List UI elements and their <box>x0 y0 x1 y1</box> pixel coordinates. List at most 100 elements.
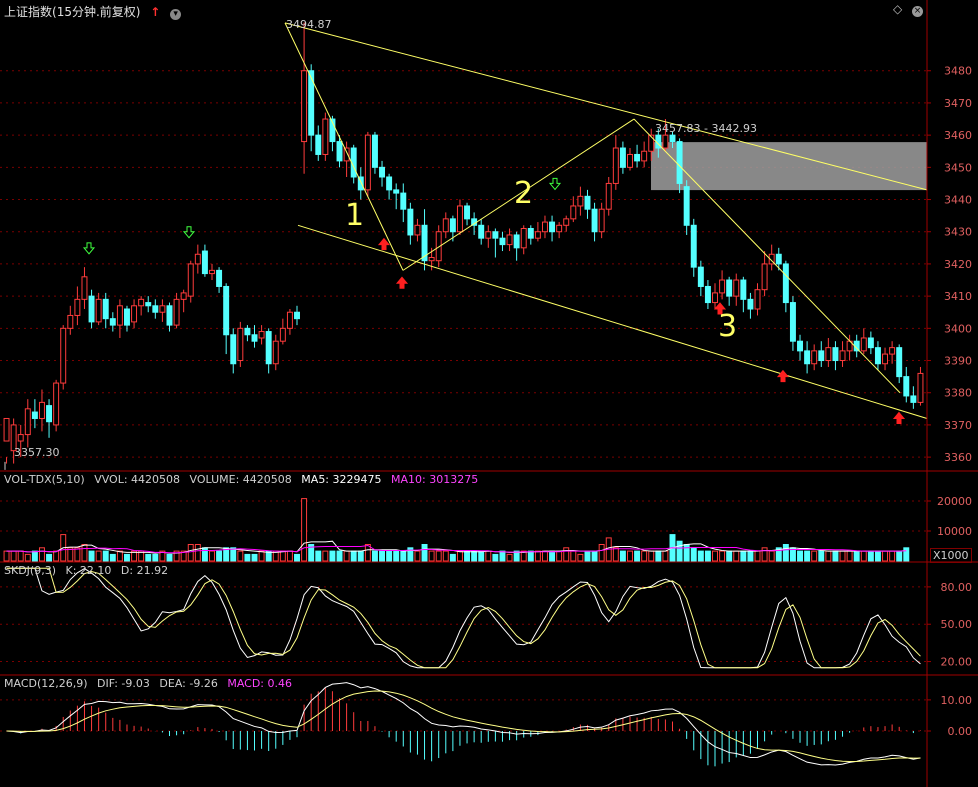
candle-body <box>371 134 378 168</box>
candle-body <box>761 263 768 291</box>
candle-body <box>194 253 201 265</box>
candle-body <box>428 256 435 262</box>
candle-body <box>825 347 832 362</box>
volume-bar <box>201 547 208 562</box>
volume-indicator-name: VOL-TDX(5,10) <box>4 473 85 486</box>
low-price-label: 3357.30 <box>14 446 60 459</box>
candle-body <box>570 205 577 220</box>
candle-body <box>393 189 400 194</box>
volume-bar <box>648 550 655 562</box>
candle-body <box>797 340 803 352</box>
volume-bar <box>832 550 839 562</box>
y-tick-label: 10.00 <box>941 694 973 707</box>
y-tick-label: 3370 <box>944 419 972 432</box>
red-up-arrow-icon[interactable]: ↑ <box>150 5 161 19</box>
volume-bar <box>818 550 825 562</box>
volume-bar <box>839 550 846 562</box>
volume-header: VOL-TDX(5,10) VVOL: 4420508 VOLUME: 4420… <box>4 473 484 486</box>
candle-body <box>124 308 130 326</box>
candle-body <box>712 292 718 304</box>
volume-bar <box>152 553 159 562</box>
volume-bar <box>712 550 718 562</box>
candle-body <box>917 372 924 403</box>
candle-body <box>81 276 88 300</box>
volume-bar <box>534 550 541 562</box>
vvol-value: VVOL: 4420508 <box>94 473 181 486</box>
volume-bar <box>478 550 485 562</box>
volume-bar <box>549 550 556 562</box>
candle-body <box>832 347 839 362</box>
candle-body <box>464 205 471 220</box>
candle-body <box>591 208 598 233</box>
candle-body <box>230 334 237 365</box>
candle-body <box>775 253 782 265</box>
candle-body <box>499 237 506 246</box>
macd-indicator-name: MACD(12,26,9) <box>4 677 88 690</box>
volume-bar <box>754 550 761 562</box>
volume-bar <box>662 550 669 562</box>
signal-marker-layer <box>82 177 906 424</box>
diamond-icon[interactable]: ◇ <box>893 2 903 16</box>
candle-body <box>209 269 215 275</box>
candle-body <box>38 401 45 419</box>
volume-bar <box>286 550 293 562</box>
volume-bar <box>173 550 180 562</box>
candle-body <box>301 70 308 143</box>
y-tick-label: 0.00 <box>948 725 973 738</box>
volume-bars-layer <box>3 498 910 562</box>
volume-bar <box>506 553 513 562</box>
macd-value: MACD: 0.46 <box>227 677 292 690</box>
candle-body <box>95 298 102 323</box>
candle-body <box>896 347 903 378</box>
volume-bar <box>825 550 832 562</box>
volume-bar <box>67 547 74 562</box>
close-circle-icon[interactable]: × <box>912 6 924 17</box>
candle-body <box>74 298 81 316</box>
candle-body <box>145 302 152 307</box>
candle-body <box>740 279 747 300</box>
candle-body <box>549 221 556 233</box>
sell-signal-arrow <box>82 242 96 255</box>
volume-bar <box>683 544 690 562</box>
volume-bar <box>279 550 286 562</box>
candle-body <box>180 292 187 300</box>
buy-signal-arrow <box>713 302 727 315</box>
candle-body <box>88 295 95 323</box>
candle-body <box>414 224 421 236</box>
volume-bar <box>251 553 258 562</box>
y-tick-label: 80.00 <box>941 581 973 594</box>
volume-bar <box>421 544 428 562</box>
volume-bar <box>570 550 577 562</box>
volume-bar <box>10 550 17 562</box>
macd-dea-line <box>6 690 921 762</box>
candle-body <box>67 314 74 329</box>
candle-body <box>704 285 711 304</box>
sell-signal-arrow <box>548 177 562 191</box>
candle-body <box>357 176 364 191</box>
chart-title-bar: 上证指数(15分钟.前复权) ↑ ▾ <box>4 3 187 20</box>
volume-bar <box>124 553 130 562</box>
candle-body <box>435 231 442 262</box>
y-tick-label: 3360 <box>944 451 972 464</box>
volume-bar <box>357 550 364 562</box>
candle-body <box>343 147 350 162</box>
volume-bar <box>676 540 683 562</box>
volume-bar <box>53 550 60 562</box>
resistance-zone-layer <box>651 142 927 191</box>
volume-bar <box>527 550 534 562</box>
candle-body <box>24 408 31 436</box>
candle-body <box>286 311 293 329</box>
volume-bar <box>364 544 371 562</box>
candle-body <box>53 382 60 426</box>
zone-range-label: 3457.83 - 3442.93 <box>655 122 757 135</box>
volume-bar <box>740 550 747 562</box>
candle-body <box>187 263 194 297</box>
chevron-down-icon[interactable]: ▾ <box>170 9 182 20</box>
candle-body <box>619 147 626 168</box>
macd-dif-value: DIF: -9.03 <box>97 677 150 690</box>
candle-body <box>789 302 796 342</box>
candle-body <box>478 224 485 239</box>
volume-bar <box>81 544 88 562</box>
candle-body <box>584 195 591 210</box>
index-name: 上证指数 <box>4 5 53 19</box>
